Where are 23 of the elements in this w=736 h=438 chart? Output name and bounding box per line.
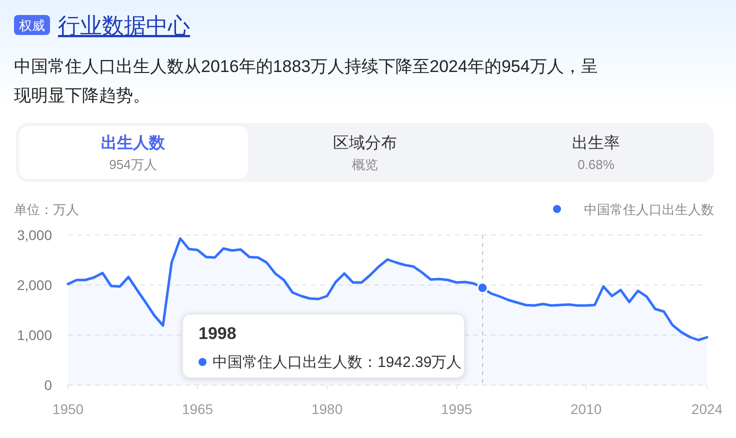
x-tick-label: 1980 [311,401,343,417]
y-tick-label: 2,000 [16,277,52,293]
y-tick-label: 0 [44,377,52,393]
text: 区域分布 [333,134,397,152]
legend-label: 中国常住人口出生人数 [584,202,714,217]
text: 权威 [18,18,45,33]
x-tick-label: 2024 [691,401,723,417]
x-tick-label: 1995 [441,401,472,417]
text: 0.68% [578,157,615,172]
y-tick-label: 1,000 [16,327,52,343]
y-tick-label: 3,000 [16,227,52,243]
text: 出生率 [572,134,620,152]
chart-subtitle: 中国常住人口出生人数从2016年的1883万人持续下降至2024年的954万人，呈现明显下降趋势。 [14,57,598,105]
annotation: 1998 [198,324,236,343]
chart-title: 行业数据中心 [58,13,190,38]
annotation: 中国常住人口出生人数：1942.39万人 [212,354,462,371]
y-axis-title: 单位：万人 [14,202,79,217]
text: 954万人 [109,157,157,172]
x-tick-label: 2010 [570,401,602,417]
text: 概览 [352,157,378,172]
x-tick-label: 1950 [52,401,84,417]
x-tick-label: 1965 [182,401,214,417]
text: 出生人数 [101,134,166,152]
